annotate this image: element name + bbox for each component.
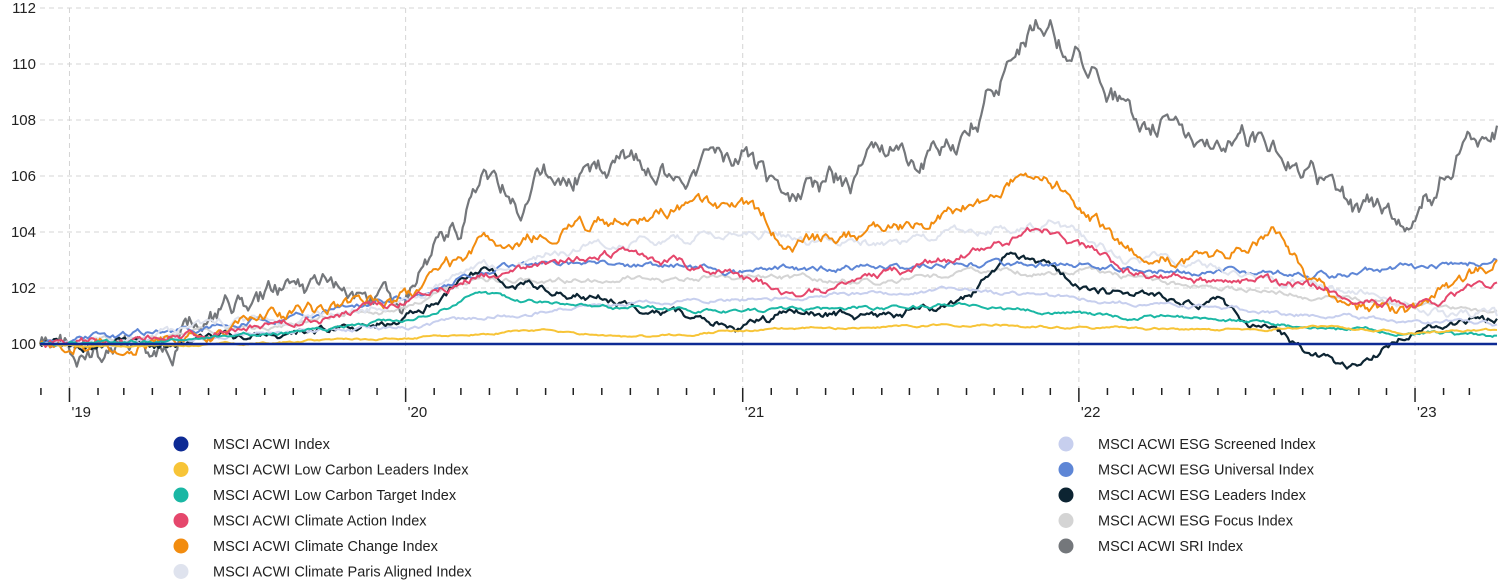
series-line-2	[39, 290, 1497, 347]
legend-label: MSCI ACWI ESG Focus Index	[1098, 514, 1294, 530]
legend-swatch	[1058, 513, 1074, 528]
legend-item: MSCI ACWI ESG Universal Index	[1058, 462, 1315, 479]
legend-label: MSCI ACWI Climate Change Index	[213, 539, 439, 555]
legend-item: MSCI ACWI Low Carbon Leaders Index	[173, 462, 469, 479]
legend-swatch	[1058, 487, 1074, 503]
y-tick-label: 108	[11, 112, 36, 129]
legend-label: MSCI ACWI Low Carbon Target Index	[213, 488, 457, 504]
legend-swatch	[173, 513, 189, 528]
legend-label: MSCI ACWI Low Carbon Leaders Index	[213, 463, 469, 479]
legend-swatch	[173, 538, 189, 554]
x-tick-label: '20	[408, 404, 428, 421]
legend-swatch	[173, 462, 189, 477]
x-tick-label: '23	[1417, 404, 1437, 421]
y-tick-label: 104	[11, 224, 36, 241]
legend-label: MSCI ACWI Index	[213, 437, 331, 453]
legend-item: MSCI ACWI ESG Leaders Index	[1058, 487, 1307, 504]
legend-item: MSCI ACWI Climate Paris Aligned Index	[173, 564, 472, 581]
legend-label: MSCI ACWI ESG Leaders Index	[1098, 488, 1307, 504]
x-tick-label: '22	[1081, 404, 1101, 421]
series-line-9	[40, 265, 1498, 346]
x-tick-label: '21	[745, 404, 765, 421]
legend-swatch	[173, 564, 189, 579]
legend-item: MSCI ACWI ESG Screened Index	[1058, 436, 1316, 453]
legend-swatch	[1058, 462, 1074, 477]
legend-item: MSCI ACWI SRI Index	[1058, 538, 1244, 555]
series-line-10	[38, 19, 1499, 368]
x-tick-label: '19	[71, 404, 91, 421]
legend-label: MSCI ACWI Climate Paris Aligned Index	[213, 565, 472, 581]
series-line-3	[39, 226, 1498, 348]
legend-item: MSCI ACWI ESG Focus Index	[1058, 513, 1294, 530]
legend-label: MSCI ACWI SRI Index	[1098, 539, 1244, 555]
axes: 100 102 104 106 108 110 112 '19 '20 '21 '22 '23	[11, 0, 1471, 421]
legend-swatch	[1058, 538, 1074, 554]
y-tick-label: 112	[12, 0, 36, 17]
series-line-8	[39, 251, 1498, 370]
legend-item: MSCI ACWI Climate Change Index	[173, 538, 439, 555]
legend-label: MSCI ACWI ESG Screened Index	[1098, 437, 1316, 453]
y-tick-label: 106	[11, 168, 36, 185]
series-line-1	[39, 323, 1498, 349]
legend-item: MSCI ACWI Index	[173, 436, 331, 453]
y-tick-label: 100	[11, 336, 36, 353]
legend-label: MSCI ACWI Climate Action Index	[213, 514, 427, 530]
y-tick-label: 110	[12, 56, 36, 73]
legend-swatch	[173, 436, 189, 452]
legend-swatch	[1058, 436, 1074, 452]
series-lines	[38, 19, 1499, 370]
legend-item: MSCI ACWI Climate Action Index	[173, 513, 427, 530]
series-line-4	[39, 172, 1498, 357]
grid	[40, 7, 1497, 402]
legend-swatch	[173, 487, 189, 503]
legend-item: MSCI ACWI Low Carbon Target Index	[173, 487, 457, 504]
legend-label: MSCI ACWI ESG Universal Index	[1098, 463, 1315, 479]
y-tick-label: 102	[11, 280, 36, 297]
legend: MSCI ACWI Index MSCI ACWI Low Carbon Lead…	[173, 436, 1316, 581]
